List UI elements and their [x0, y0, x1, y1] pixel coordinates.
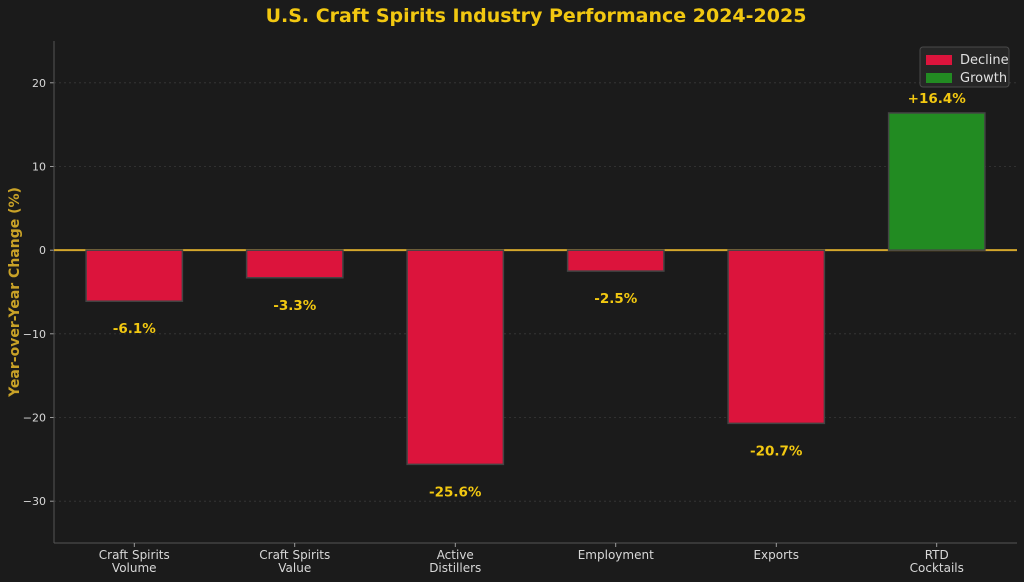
grid-layer: [54, 82, 1017, 502]
legend: Decline Growth: [919, 46, 1010, 88]
x-tick-label: Craft Spirits: [99, 548, 170, 562]
bar: [566, 249, 665, 272]
legend-swatch: [926, 73, 952, 83]
legend-label: Decline: [960, 53, 1009, 68]
bar-value-label: -25.6%: [429, 484, 482, 500]
bar: [245, 249, 344, 279]
bar-value-label: -2.5%: [594, 291, 638, 307]
y-tick-label: 10: [32, 161, 46, 174]
chart-title: U.S. Craft Spirits Industry Performance …: [266, 5, 807, 27]
y-tick-label: −10: [23, 328, 46, 341]
x-tick-label: RTD: [925, 548, 949, 562]
bars-layer: [85, 112, 986, 466]
labels-layer: -6.1% -3.3% -25.6% -2.5% -20.7% +16.4%: [113, 91, 967, 500]
bar-value-label: -6.1%: [113, 321, 157, 337]
legend-label: Growth: [960, 71, 1007, 86]
y-tick-label: 20: [32, 77, 46, 90]
x-tick-label: Volume: [112, 561, 157, 575]
bar: [406, 249, 505, 466]
y-tick-label: −20: [23, 412, 46, 425]
x-tick-label: Distillers: [429, 561, 481, 575]
bar-value-label: -3.3%: [273, 298, 317, 314]
bar: [85, 249, 184, 302]
bar-value-label: -20.7%: [750, 443, 803, 459]
bar-value-label: +16.4%: [908, 91, 967, 107]
bar: [727, 249, 826, 425]
y-tick-label: 0: [39, 244, 46, 257]
bar: [887, 112, 986, 251]
x-tick-label: Active: [437, 548, 474, 562]
x-tick-label: Exports: [753, 548, 799, 562]
x-tick-label: Value: [278, 561, 311, 575]
x-tick-label: Cocktails: [910, 561, 964, 575]
legend-swatch: [926, 55, 952, 65]
y-tick-label: −30: [23, 495, 46, 508]
x-tick-label: Craft Spirits: [259, 548, 330, 562]
y-axis-label: Year-over-Year Change (%): [7, 187, 23, 398]
x-tick-label: Employment: [578, 548, 654, 562]
